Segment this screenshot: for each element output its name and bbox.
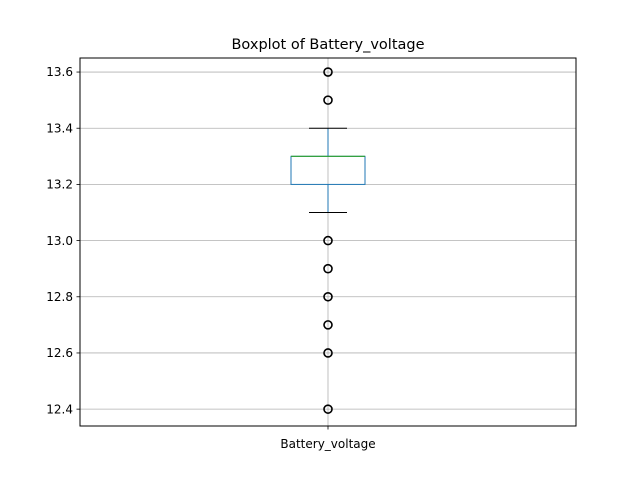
plot-area <box>290 67 366 414</box>
outlier-point-1 <box>323 95 333 105</box>
grid-lines <box>80 58 576 426</box>
outlier-point-5 <box>323 320 333 330</box>
chart-title: Boxplot of Battery_voltage <box>231 37 424 53</box>
y-tick-label-3: 13.0 <box>46 234 73 248</box>
outlier-point-2 <box>323 235 333 246</box>
y-tick-label-1: 12.6 <box>46 346 73 360</box>
x-tick-label-0: Battery_voltage <box>280 437 375 451</box>
outlier-point-4 <box>323 291 333 302</box>
outlier-point-3 <box>323 263 333 274</box>
y-tick-label-2: 12.8 <box>46 290 73 304</box>
y-tick-label-5: 13.4 <box>46 121 73 135</box>
outlier-point-0 <box>323 67 333 77</box>
outlier-point-6 <box>323 348 333 358</box>
outlier-point-7 <box>323 404 333 414</box>
y-tick-label-0: 12.4 <box>46 402 73 416</box>
y-tick-label-6: 13.6 <box>46 65 73 79</box>
axes: 12.4 12.6 12.8 13.0 13.2 13.4 13.6 Battery_volt… <box>46 65 375 451</box>
y-tick-label-4: 13.2 <box>46 178 73 192</box>
